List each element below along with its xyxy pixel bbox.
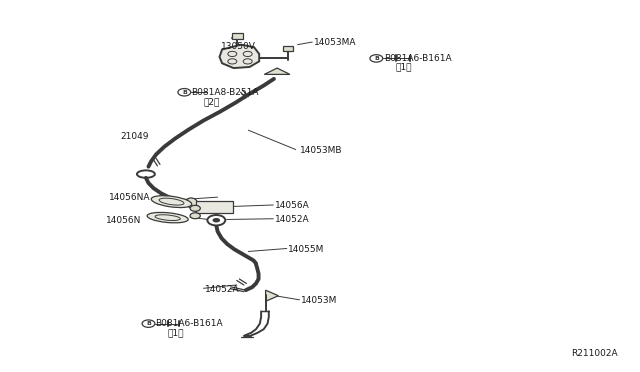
Text: 14053MA: 14053MA: [314, 38, 356, 47]
Text: 14052A: 14052A: [275, 215, 310, 224]
Text: （1）: （1）: [168, 328, 184, 337]
Text: B: B: [146, 321, 151, 326]
Circle shape: [207, 215, 225, 225]
Polygon shape: [220, 45, 259, 68]
Ellipse shape: [151, 196, 192, 208]
Text: 14055M: 14055M: [288, 245, 324, 254]
Circle shape: [142, 320, 155, 327]
Ellipse shape: [147, 212, 188, 223]
Circle shape: [243, 59, 252, 64]
Text: 14052A: 14052A: [205, 285, 239, 294]
Text: （2）: （2）: [204, 97, 220, 106]
Text: B081A6-B161A: B081A6-B161A: [155, 319, 223, 328]
Text: B: B: [374, 56, 379, 61]
Polygon shape: [264, 68, 290, 74]
Text: B081A8-B251A: B081A8-B251A: [191, 88, 258, 97]
FancyBboxPatch shape: [283, 46, 293, 51]
Circle shape: [212, 218, 220, 222]
Text: B: B: [182, 90, 187, 95]
Circle shape: [243, 51, 252, 57]
Ellipse shape: [186, 198, 198, 208]
Circle shape: [370, 55, 383, 62]
Circle shape: [228, 59, 237, 64]
Text: 14056N: 14056N: [106, 217, 141, 225]
Text: B081A6-B161A: B081A6-B161A: [384, 54, 452, 63]
FancyBboxPatch shape: [232, 33, 243, 39]
Text: 14053M: 14053M: [301, 296, 337, 305]
Text: R211002A: R211002A: [571, 349, 618, 358]
Circle shape: [178, 89, 191, 96]
Circle shape: [190, 213, 200, 219]
Text: 14053MB: 14053MB: [300, 146, 342, 155]
Text: 14056A: 14056A: [275, 201, 310, 210]
Text: （1）: （1）: [396, 62, 412, 71]
Circle shape: [228, 51, 237, 57]
Polygon shape: [266, 290, 278, 301]
Text: 13050V: 13050V: [221, 42, 255, 51]
Text: 14056NA: 14056NA: [109, 193, 150, 202]
Circle shape: [190, 205, 200, 211]
FancyBboxPatch shape: [196, 201, 233, 213]
Text: 21049: 21049: [120, 132, 149, 141]
